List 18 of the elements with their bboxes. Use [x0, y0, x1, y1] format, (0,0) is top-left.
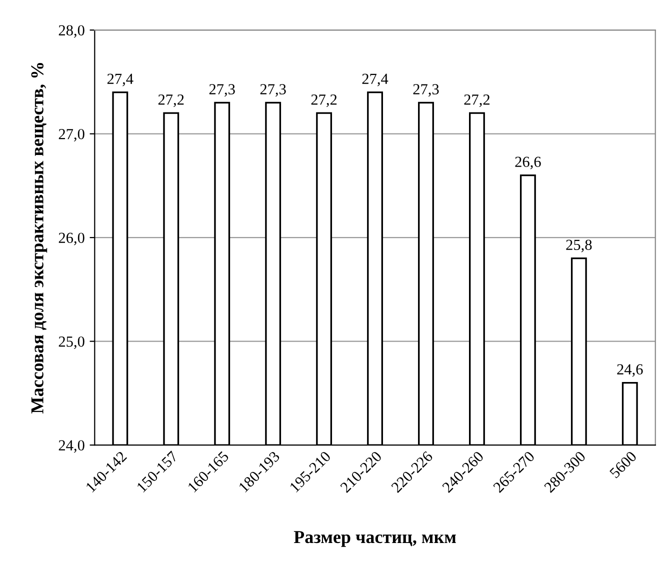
data-label: 26,6	[515, 156, 541, 170]
data-label: 27,3	[209, 84, 235, 97]
data-label: 27,2	[311, 94, 337, 107]
data-label: 27,3	[260, 84, 286, 97]
data-label: 27,4	[362, 74, 388, 86]
y-tick-label: 25,0	[58, 336, 84, 349]
data-label: 27,3	[413, 84, 439, 97]
data-label: 27,2	[158, 94, 184, 107]
data-label: 27,4	[107, 74, 134, 86]
x-axis-title: Размер частиц, мкм	[294, 531, 456, 547]
data-label: 27,2	[464, 94, 490, 107]
y-axis-title: Массовая доля экстрактивных веществ, %	[31, 63, 48, 414]
y-tick-label: 28,0	[58, 25, 84, 38]
data-label: 24,6	[617, 364, 643, 377]
data-label: 25,8	[566, 240, 592, 252]
y-tick-label: 27,0	[58, 128, 84, 142]
y-tick-label: 24,0	[58, 440, 84, 453]
y-tick-label: 26,0	[58, 232, 84, 246]
